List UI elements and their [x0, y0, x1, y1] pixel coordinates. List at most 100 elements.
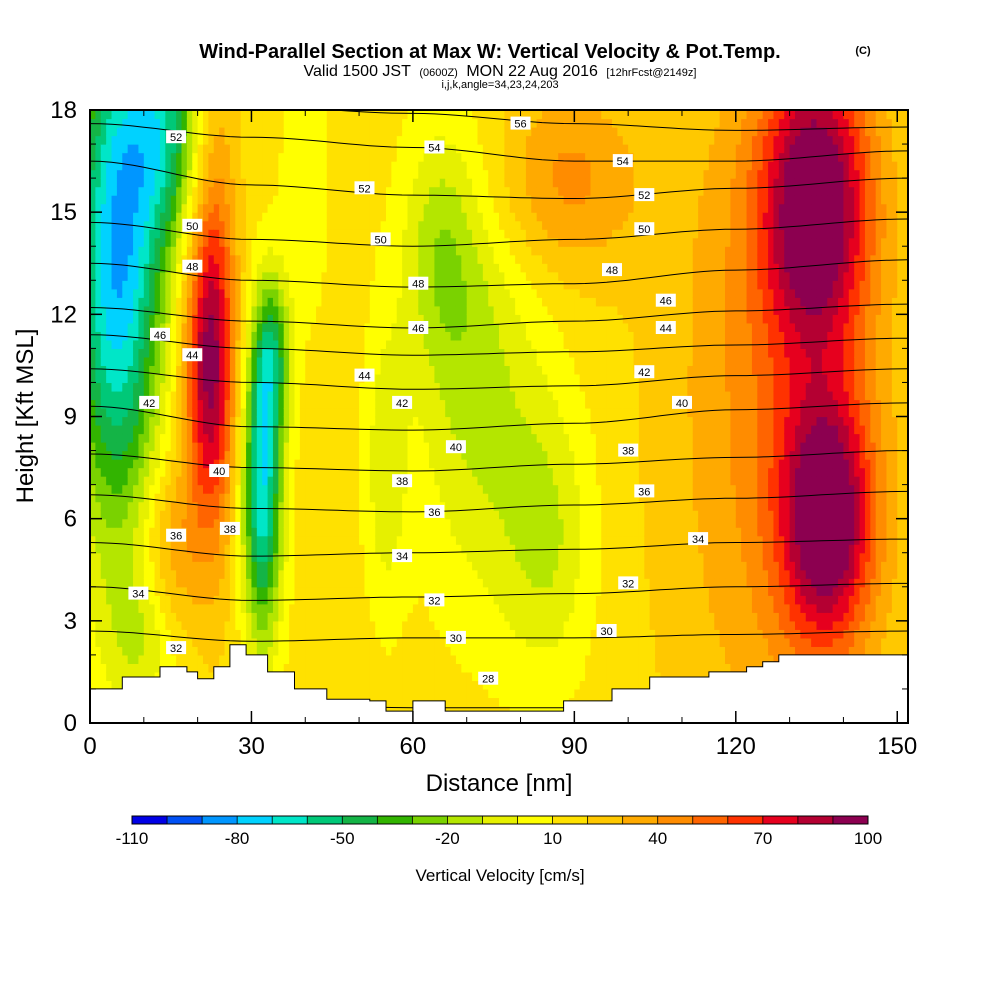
velocity-cell	[272, 416, 279, 426]
velocity-cell	[321, 561, 328, 571]
velocity-cell	[111, 152, 118, 162]
velocity-cell	[385, 169, 392, 179]
velocity-cell	[133, 603, 140, 613]
velocity-cell	[375, 654, 382, 664]
velocity-cell	[396, 586, 403, 596]
velocity-cell	[342, 263, 349, 273]
velocity-cell	[246, 407, 253, 418]
velocity-cell	[224, 535, 231, 545]
velocity-cell	[412, 237, 419, 247]
velocity-cell	[299, 220, 306, 230]
velocity-cell	[192, 612, 199, 622]
velocity-cell	[213, 561, 220, 571]
velocity-cell	[272, 535, 279, 545]
velocity-cell	[310, 212, 317, 222]
velocity-cell	[391, 416, 398, 426]
velocity-cell	[251, 110, 258, 120]
velocity-cell	[251, 595, 258, 605]
velocity-cell	[203, 212, 209, 222]
velocity-cell	[289, 161, 296, 171]
velocity-cell	[391, 629, 398, 639]
velocity-cell	[143, 654, 150, 664]
velocity-cell	[342, 110, 349, 120]
velocity-cell	[251, 646, 258, 656]
velocity-cell	[251, 229, 258, 239]
velocity-cell	[186, 118, 193, 128]
velocity-cell	[100, 169, 107, 179]
velocity-cell	[116, 535, 123, 545]
velocity-cell	[278, 569, 285, 579]
velocity-cell	[122, 314, 129, 324]
velocity-cell	[95, 212, 102, 222]
velocity-cell	[203, 135, 209, 145]
velocity-cell	[143, 561, 150, 571]
velocity-cell	[385, 637, 392, 647]
velocity-cell	[219, 263, 226, 273]
velocity-cell	[256, 195, 263, 205]
velocity-cell	[299, 603, 306, 613]
velocity-cell	[235, 365, 242, 375]
velocity-cell	[251, 527, 258, 537]
velocity-cell	[278, 382, 285, 392]
velocity-cell	[100, 263, 107, 273]
velocity-cell	[116, 305, 123, 315]
velocity-cell	[127, 237, 134, 247]
velocity-cell	[294, 535, 301, 545]
velocity-cell	[326, 348, 333, 358]
velocity-cell	[262, 331, 269, 341]
velocity-cell	[439, 450, 446, 460]
velocity-cell	[246, 586, 253, 596]
velocity-cell	[359, 663, 366, 673]
velocity-cell	[316, 254, 323, 264]
velocity-cell	[396, 510, 403, 520]
velocity-cell	[305, 127, 312, 137]
velocity-cell	[283, 603, 290, 613]
velocity-cell	[305, 365, 312, 375]
velocity-cell	[380, 629, 387, 639]
velocity-cell	[332, 450, 339, 460]
velocity-cell	[445, 365, 452, 375]
velocity-cell	[262, 425, 269, 435]
velocity-cell	[176, 280, 183, 290]
velocity-cell	[106, 544, 113, 554]
velocity-cell	[213, 450, 220, 460]
velocity-cell	[203, 254, 209, 264]
velocity-cell	[450, 425, 457, 435]
velocity-cell	[138, 161, 145, 171]
velocity-cell	[267, 195, 274, 205]
velocity-cell	[154, 322, 161, 332]
velocity-cell	[375, 288, 382, 298]
velocity-cell	[450, 501, 457, 511]
velocity-cell	[138, 510, 145, 520]
velocity-cell	[213, 203, 220, 213]
velocity-cell	[240, 271, 247, 281]
velocity-cell	[251, 356, 258, 367]
velocity-cell	[192, 467, 199, 477]
velocity-cell	[439, 203, 446, 213]
velocity-cell	[310, 433, 317, 443]
velocity-cell	[208, 637, 215, 647]
velocity-cell	[391, 271, 398, 281]
velocity-cell	[170, 476, 177, 486]
velocity-cell	[181, 297, 188, 307]
velocity-cell	[402, 603, 409, 613]
velocity-cell	[240, 433, 247, 443]
velocity-cell	[407, 612, 414, 622]
velocity-cell	[267, 118, 274, 128]
velocity-cell	[326, 459, 333, 469]
velocity-cell	[289, 229, 296, 239]
velocity-cell	[272, 569, 279, 579]
velocity-cell	[186, 195, 193, 205]
velocity-cell	[283, 390, 290, 401]
velocity-cell	[391, 203, 398, 213]
velocity-cell	[391, 501, 398, 511]
velocity-cell	[337, 144, 344, 154]
velocity-cell	[396, 118, 403, 128]
velocity-cell	[450, 135, 457, 145]
velocity-cell	[154, 229, 161, 239]
velocity-cell	[116, 373, 123, 384]
velocity-cell	[143, 271, 150, 281]
velocity-cell	[321, 578, 328, 588]
velocity-cell	[133, 527, 140, 537]
velocity-cell	[396, 161, 403, 171]
